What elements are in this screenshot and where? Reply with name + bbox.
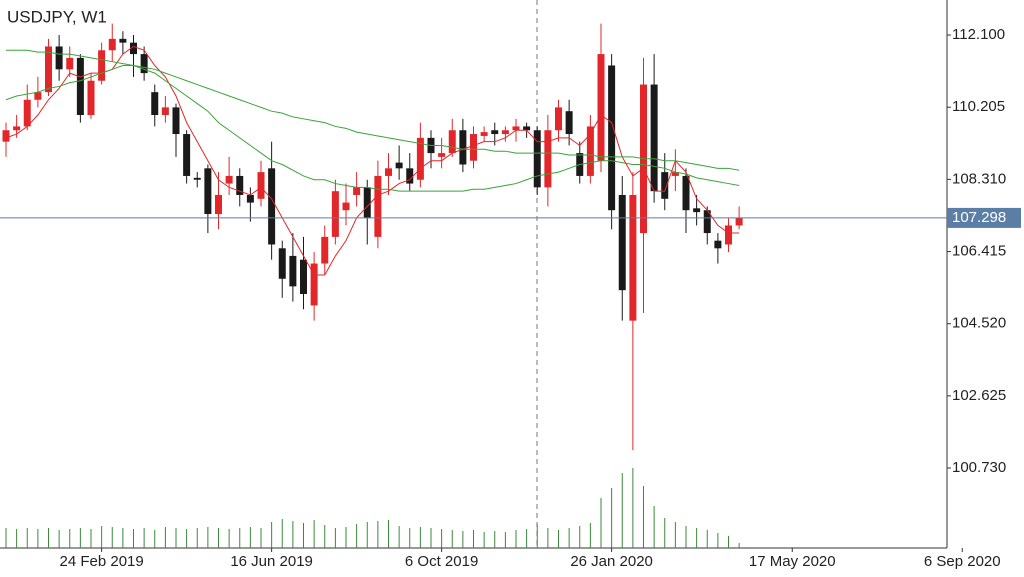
candle-body [544, 130, 552, 188]
candle-body [119, 38, 127, 43]
candle-body [353, 187, 361, 195]
candle-body [108, 38, 116, 51]
candle-body [533, 130, 541, 188]
candle-body [2, 130, 10, 142]
candle-body [13, 126, 21, 131]
candle-body [98, 50, 106, 81]
candle-body [501, 130, 509, 135]
candle-body [374, 175, 382, 237]
candle-body [693, 208, 701, 213]
x-tick-label: 24 Feb 2019 [60, 553, 144, 570]
candle-body [257, 172, 265, 199]
last-price-label: 107.298 [952, 209, 1006, 226]
candle-body [363, 187, 371, 218]
candle-body [629, 194, 637, 321]
candle-body [321, 236, 329, 264]
y-tick-label: 106.415 [952, 243, 1006, 260]
x-tick-label: 26 Jan 2020 [570, 553, 653, 570]
chart-title: USDJPY, W1 [7, 7, 107, 26]
ma-line [6, 49, 740, 171]
candle-body [193, 177, 201, 180]
candle-body [87, 80, 95, 116]
candle-body [470, 134, 477, 161]
candle-body [331, 191, 339, 237]
candle-body [161, 107, 169, 116]
y-tick-label: 108.310 [952, 170, 1006, 187]
candle-body [597, 54, 605, 161]
candle-body [671, 172, 679, 176]
candle-body [55, 46, 63, 70]
candle-body [300, 259, 307, 294]
candle-body [342, 202, 350, 211]
y-tick-label: 102.625 [952, 387, 1006, 404]
candle-body [76, 57, 84, 116]
candle-body [183, 134, 191, 176]
candle-body [225, 175, 233, 184]
candle-body [268, 168, 276, 245]
x-tick-label: 17 May 2020 [749, 553, 836, 570]
candle-body [395, 162, 403, 169]
candle-body [172, 107, 180, 135]
candle-body [438, 153, 446, 157]
candle-body [714, 240, 722, 249]
candle-body [246, 194, 254, 203]
candle-body [23, 99, 31, 127]
candle-body [491, 130, 499, 135]
candle-body [586, 126, 594, 176]
candle-body [130, 42, 137, 55]
candle-body [385, 168, 392, 176]
candle-body [66, 57, 74, 70]
candle-body [480, 132, 488, 136]
candle-body [725, 225, 732, 245]
candle-body [459, 130, 467, 165]
candle-body [204, 168, 212, 215]
last-price-box [947, 207, 1021, 228]
candle-body [608, 65, 616, 211]
candle-body [682, 175, 690, 211]
candle-body [703, 210, 711, 234]
candle-body [661, 172, 669, 199]
candle-body [555, 107, 562, 131]
candle-body [618, 194, 626, 291]
ma-line [5, 45, 740, 276]
candle-body [236, 175, 244, 195]
candle-body [565, 111, 573, 135]
candle-body [310, 263, 318, 306]
y-tick-label: 100.730 [952, 459, 1006, 476]
x-tick-label: 16 Jun 2019 [230, 553, 313, 570]
candle-body [45, 46, 52, 93]
candle-body [416, 137, 424, 180]
candle-body [735, 217, 743, 226]
candle-body [215, 194, 222, 215]
candle-body [34, 92, 42, 100]
candle-body [448, 130, 456, 154]
y-tick-label: 112.100 [952, 26, 1005, 43]
y-tick-label: 110.205 [952, 98, 1005, 115]
candle-body [140, 54, 148, 74]
candle-body [406, 168, 414, 184]
x-tick-label: 6 Sep 2020 [924, 553, 1001, 570]
ma-line [5, 65, 740, 192]
candle-body [151, 92, 159, 116]
candle-body [289, 255, 297, 287]
candle-body [523, 126, 531, 131]
x-tick-label: 6 Oct 2019 [405, 553, 478, 570]
candle-body [650, 84, 658, 192]
y-tick-label: 104.520 [952, 315, 1006, 332]
candle-body [278, 248, 286, 279]
candle-body [512, 126, 520, 131]
